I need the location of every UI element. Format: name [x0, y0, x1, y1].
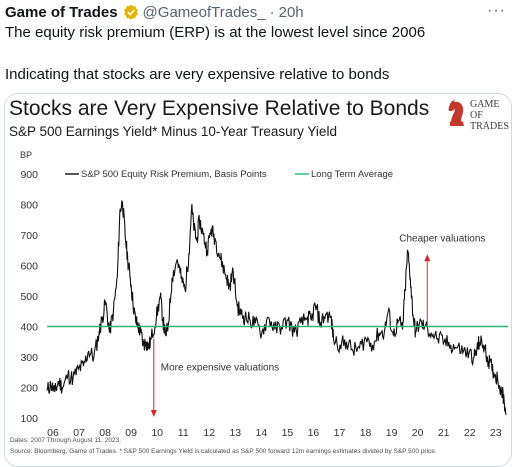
- y-axis-label: BP: [20, 150, 32, 160]
- x-tick-label: 06: [47, 427, 59, 439]
- erp-line-chart: BP 100 200 300 400 500 600 700 800 900 06 07 08 09 10 1…: [20, 150, 508, 439]
- y-tick-label: 400: [20, 322, 38, 334]
- tweet-text-line-2: Indicating that stocks are very expensiv…: [5, 66, 390, 83]
- footnote-source: Source: Bloomberg, Game of Trades. * S&P…: [10, 448, 437, 455]
- x-tick-label: 22: [464, 427, 476, 439]
- verified-badge-icon: [123, 4, 138, 20]
- y-tick-label: 700: [20, 230, 38, 242]
- x-tick-label: 09: [125, 427, 137, 439]
- x-tick-label: 13: [229, 427, 241, 439]
- logo-wordmark: GAME OF TRADES: [470, 99, 509, 132]
- x-tick-label: 15: [282, 427, 294, 439]
- x-tick-label: 18: [360, 427, 372, 439]
- x-tick-label: 07: [73, 427, 85, 439]
- y-tick-label: 800: [20, 200, 38, 212]
- author-name[interactable]: Game of Trades: [5, 3, 118, 21]
- x-tick-label: 17: [334, 427, 346, 439]
- game-of-trades-logo: GAME OF TRADES: [446, 98, 509, 132]
- x-tick-label: 11: [178, 427, 189, 439]
- more-options-icon[interactable]: ···: [487, 2, 506, 19]
- expensive-valuations-label: More expensive valuations: [161, 363, 279, 374]
- y-tick-label: 300: [20, 352, 38, 364]
- chart-title: Stocks are Very Expensive Relative to Bo…: [9, 97, 430, 120]
- author-handle[interactable]: @GameofTrades_: [142, 3, 266, 21]
- chess-knight-icon: [448, 100, 464, 126]
- chart-subtitle: S&P 500 Earnings Yield* Minus 10-Year Tr…: [9, 124, 337, 139]
- x-tick-label: 19: [386, 427, 398, 439]
- x-tick-label: 14: [256, 427, 268, 439]
- tweet-header: Game of Trades @GameofTrades_ · 20h: [5, 3, 304, 21]
- cheaper-arrow-head: [424, 254, 431, 262]
- separator-dot: ·: [269, 3, 275, 21]
- x-tick-label: 08: [99, 427, 111, 439]
- tweet-timestamp[interactable]: 20h: [278, 3, 304, 21]
- y-tick-label: 200: [20, 383, 38, 395]
- logo-line-2: TRADES: [470, 121, 509, 132]
- tweet-media-image[interactable]: Stocks are Very Expensive Relative to Bo…: [4, 93, 512, 467]
- x-tick-label: 23: [490, 427, 502, 439]
- y-tick-label: 500: [20, 291, 38, 303]
- x-tick-label: 10: [151, 427, 163, 439]
- legend-series-label: S&P 500 Equity Risk Premium, Basis Point…: [81, 169, 267, 180]
- x-tick-label: 20: [412, 427, 424, 439]
- x-tick-label: 21: [438, 427, 450, 439]
- expensive-arrow-head: [150, 410, 157, 417]
- x-tick-label: 16: [308, 427, 320, 439]
- footnote-dates: Dates: 2007 Through August 11, 2023.: [10, 437, 122, 444]
- logo-line-1: GAME OF: [470, 99, 500, 121]
- cheaper-valuations-label: Cheaper valuations: [399, 233, 485, 244]
- y-tick-label: 600: [20, 261, 38, 273]
- tweet-text-line-1: The equity risk premium (ERP) is at the …: [5, 24, 426, 41]
- y-tick-label: 100: [20, 413, 38, 425]
- y-tick-label: 900: [20, 169, 38, 181]
- x-tick-label: 12: [203, 427, 215, 439]
- legend-average-label: Long Term Average: [311, 169, 393, 180]
- chart-plot-area: BP 100 200 300 400 500 600 700 800 900 06 07 08 09 10 1…: [20, 150, 508, 439]
